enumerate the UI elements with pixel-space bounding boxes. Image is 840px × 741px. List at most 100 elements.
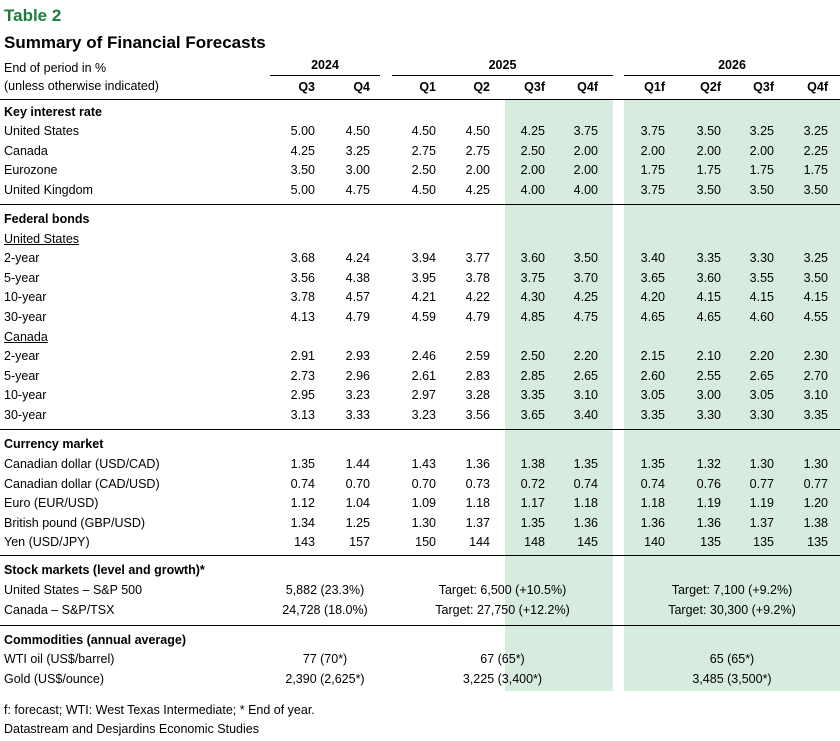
cell-q4f: 2.00 (573, 143, 598, 158)
cell-q4f: 4.75 (573, 309, 598, 324)
cell-q4f: 4.55 (803, 309, 828, 324)
cell-q3f: 3.35 (520, 388, 545, 403)
cell-q3: 3.68 (290, 251, 315, 265)
column-header-q1f: Q1f (644, 80, 665, 94)
cell-q4f: 2.20 (573, 349, 598, 363)
cell-q2f: 2.55 (696, 368, 721, 383)
cell-q2: 2.59 (465, 349, 490, 363)
cell-q1f: 3.65 (640, 270, 665, 285)
cell-q1: 0.70 (411, 476, 436, 491)
row-label: 5-year (4, 270, 40, 285)
cell-q2: 3.56 (465, 407, 490, 422)
row-label: United Kingdom (4, 182, 93, 197)
cell-q2: 2.83 (465, 368, 490, 383)
table-row: 5-year 2.73 2.96 2.61 2.83 2.85 2.65 2.60 2.55 2.… (0, 367, 840, 387)
cell-q2f: 3.50 (696, 124, 721, 138)
cell-q3f: 2.50 (520, 143, 545, 158)
cell-q3f: 4.00 (520, 182, 545, 197)
column-header-q1: Q1 (419, 80, 436, 94)
cell-q4f: 1.18 (573, 496, 598, 511)
table-row: 10-year 3.78 4.57 4.21 4.22 4.30 4.25 4.20 4.15 4… (0, 288, 840, 308)
cell-q2: 2.75 (465, 143, 490, 158)
row-label: 30-year (4, 309, 47, 324)
column-header-q4f: Q4f (577, 80, 598, 94)
cell-q4f: 2.00 (573, 163, 598, 178)
cell-q1f: 1.75 (640, 163, 665, 178)
cell-q4f: 3.75 (573, 124, 598, 138)
section-title: Federal bonds (4, 212, 90, 226)
cell-q2f: 3.30 (696, 407, 721, 422)
cell-q3f: 3.30 (749, 407, 774, 422)
cell-q1f: 4.65 (640, 309, 665, 324)
cell-q1f: 3.40 (640, 251, 665, 265)
cell-q3f: 3.75 (520, 270, 545, 285)
cell-q4f: 1.75 (803, 163, 828, 178)
forecast-shade-2025 (505, 99, 613, 691)
row-label: Canadian dollar (USD/CAD) (4, 457, 160, 471)
cell-q4: 3.00 (345, 163, 370, 178)
cell-q2f: 4.65 (696, 309, 721, 324)
cell-q1f: 3.05 (640, 388, 665, 403)
cell-q1: 4.59 (411, 309, 436, 324)
cell-q4f: 3.50 (803, 182, 828, 197)
cell-year-2025: 67 (65*) (480, 652, 525, 666)
cell-q1: 4.50 (411, 124, 436, 138)
cell-q4f: 2.70 (803, 368, 828, 383)
cell-q2f: 3.00 (696, 388, 721, 403)
cell-q1f: 3.75 (640, 182, 665, 197)
year-2026-rule (624, 75, 840, 76)
subsection-title-united-states: United States (4, 232, 80, 246)
table-row: Canada – S&P/TSX 24,728 (18.0%) Target: 27… (0, 601, 840, 621)
section-divider (0, 429, 840, 430)
cell-q4f: 1.38 (803, 515, 828, 530)
cell-q1: 4.50 (411, 182, 436, 197)
cell-q1f: 1.18 (640, 496, 665, 511)
year-2025: 2025 (488, 58, 517, 72)
cell-q4f: 0.77 (803, 476, 828, 491)
cell-q4f: 1.36 (573, 515, 598, 530)
cell-q3f: 1.75 (749, 163, 774, 178)
cell-q4: 1.04 (345, 496, 370, 511)
cell-year-2026: Target: 30,300 (+9.2%) (668, 602, 796, 617)
cell-q3f: 3.65 (520, 407, 545, 422)
cell-q4f: 145 (577, 535, 598, 550)
cell-q3: 3.56 (290, 270, 315, 285)
cell-q2: 2.00 (465, 163, 490, 178)
cell-q3: 5.00 (290, 124, 315, 138)
cell-q2: 1.36 (465, 457, 490, 471)
column-header-q3f: Q3f (524, 80, 545, 94)
cell-year-2025: Target: 27,750 (+12.2%) (435, 602, 570, 617)
table-row: 10-year 2.95 3.23 2.97 3.28 3.35 3.10 3.05 3.00 3… (0, 386, 840, 406)
cell-q3: 4.25 (290, 143, 315, 158)
row-label: United States – S&P 500 (4, 583, 143, 597)
cell-q3f: 3.30 (749, 251, 774, 265)
cell-q3f: 2.85 (520, 368, 545, 383)
cell-year-2024: 24,728 (18.0%) (282, 602, 368, 617)
row-label: Yen (USD/JPY) (4, 535, 90, 550)
row-label: 5-year (4, 368, 40, 383)
table-row: United States – S&P 500 5,882 (23.3%) Targ… (0, 581, 840, 601)
cell-year-2025: Target: 6,500 (+10.5%) (438, 583, 567, 597)
cell-q3: 1.34 (290, 515, 315, 530)
footnote: f: forecast; WTI: West Texas Intermediat… (4, 703, 315, 717)
cell-q3: 5.00 (290, 182, 315, 197)
table-row: 5-year 3.56 4.38 3.95 3.78 3.75 3.70 3.65 3.60 3.… (0, 269, 840, 289)
cell-q1: 2.61 (411, 368, 436, 383)
cell-q2: 144 (469, 535, 490, 550)
forecast-shade-2026 (624, 99, 840, 691)
row-label: Canada – S&P/TSX (4, 602, 115, 617)
cell-q2f: 1.32 (696, 457, 721, 471)
cell-q4: 1.44 (345, 457, 370, 471)
cell-q1: 2.97 (411, 388, 436, 403)
row-label: 10-year (4, 388, 47, 403)
cell-q4f: 2.65 (573, 368, 598, 383)
table-row: Eurozone 3.50 3.00 2.50 2.00 2.00 2.00 1.75 1.75… (0, 161, 840, 181)
cell-year-2024: 5,882 (23.3%) (285, 583, 365, 597)
cell-q2f: 1.36 (696, 515, 721, 530)
cell-q4f: 2.30 (803, 349, 828, 363)
cell-q3f: 3.50 (749, 182, 774, 197)
cell-q1: 2.50 (411, 163, 436, 178)
cell-q2f: 1.75 (696, 163, 721, 178)
cell-q1f: 2.15 (640, 349, 665, 363)
cell-q3f: 4.85 (520, 309, 545, 324)
